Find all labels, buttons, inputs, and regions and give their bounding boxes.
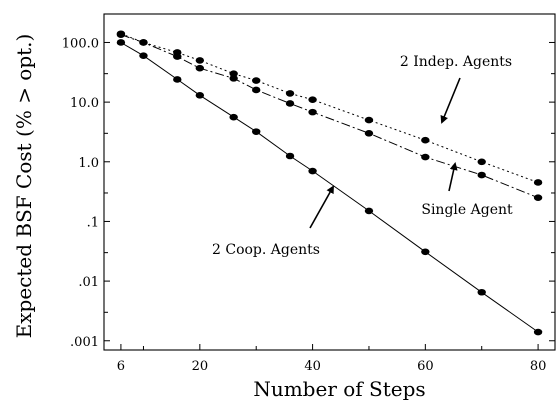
x-tick-label: 60 [417,359,434,374]
x-tick-label: 40 [304,359,321,374]
data-point [139,39,148,46]
data-point [252,128,261,135]
data-point [533,179,543,186]
annotation-arrow [309,185,334,229]
data-point [173,76,182,83]
data-point [285,100,295,107]
annotation-label: 2 Indep. Agents [400,54,512,70]
series-line-single-agent [120,34,539,199]
x-tick-label: 80 [530,359,547,374]
data-point [533,328,543,336]
data-point [285,90,295,97]
x-axis-title: Number of Steps [253,377,425,401]
data-point [252,77,261,84]
data-point [477,158,486,166]
y-tick-label: 1.0 [78,156,99,171]
data-point [229,75,238,82]
y-tick-label: .01 [78,275,99,290]
series-2-coop-agents [116,39,543,336]
data-point [477,171,486,179]
annotation-arrow [440,77,461,124]
data-point [477,288,486,296]
annotation-layer: 2 Indep. Agents Single Agent 2 Coop. Agent… [212,54,513,258]
data-point [364,207,374,215]
data-point [421,136,430,144]
data-point [173,53,182,60]
annotation-label: 2 Coop. Agents [212,242,320,258]
plot-frame [103,13,556,351]
y-tick-label: .001 [70,335,99,350]
data-point [308,167,317,175]
data-point [139,52,148,59]
series-single-agent [116,31,543,202]
plot-border [103,13,556,351]
data-point [308,96,317,103]
data-point [252,86,261,94]
x-tick-label: 20 [192,359,209,374]
data-point [421,248,430,256]
x-tick-label: 6 [117,359,125,374]
data-point [116,31,126,38]
y-tick-label: 100.0 [62,36,99,51]
y-axis-title: Expected BSF Cost (% > opt.) [12,34,36,339]
data-point [364,130,374,137]
data-point [421,153,430,161]
data-point [195,92,205,99]
data-point [195,57,205,64]
data-point [285,152,295,160]
annotation-label: Single Agent [421,202,513,218]
data-point [195,64,205,72]
data-point [229,70,238,77]
y-axis-ticks: .001 .01 .1 1.0 10.0 100.0 [62,36,555,350]
series-line-2-coop-agents [120,42,539,333]
series-line-2-indep-agents [120,33,539,183]
y-tick-label: 10.0 [70,96,99,111]
y-tick-label: .1 [87,215,99,230]
series-layer [116,30,543,336]
data-point [364,116,374,124]
data-point [533,194,543,202]
data-point [116,39,126,46]
data-point [229,113,238,121]
annotation-arrow [448,162,458,192]
data-point [308,108,317,116]
x-axis-ticks: 6 20 40 60 80 [117,344,547,374]
